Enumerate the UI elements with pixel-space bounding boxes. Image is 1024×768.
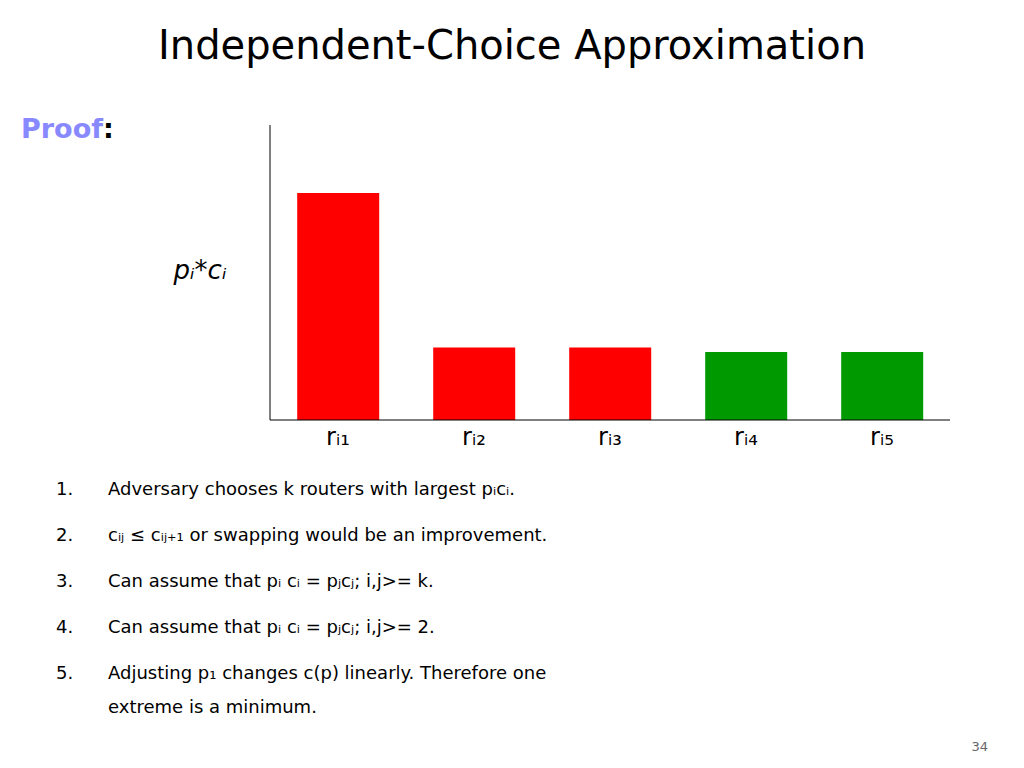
html-text:1.: 1.	[56, 478, 74, 499]
html-text:cᵢⱼ ≤ cᵢⱼ₊₁ or swapping would: cᵢⱼ ≤ cᵢⱼ₊₁ or swapping would be an impr…	[108, 524, 548, 545]
svg-text:rᵢ₃: rᵢ₃	[598, 423, 622, 451]
svg-text:rᵢ₁: rᵢ₁	[326, 423, 350, 451]
html-text:34: 34	[971, 739, 988, 754]
html-text:Proof:: Proof:	[21, 113, 114, 144]
html-text:Adjusting p₁ changes c(p) line: Adjusting p₁ changes c(p) linearly. Ther…	[108, 662, 547, 683]
html-text:pᵢ*cᵢ: pᵢ*cᵢ	[173, 255, 227, 285]
html-text:extreme is a minimum.: extreme is a minimum.	[108, 696, 317, 717]
html-text:Adversary chooses k routers wi: Adversary chooses k routers with largest…	[108, 478, 515, 499]
html-text:4.: 4.	[56, 616, 74, 637]
html-text:Independent-Choice Approximati: Independent-Choice Approximation	[158, 22, 866, 68]
svg-text:rᵢ₅: rᵢ₅	[870, 423, 894, 451]
html-text:2.: 2.	[56, 524, 74, 545]
svg-text:rᵢ₂: rᵢ₂	[462, 423, 486, 451]
html-text:3.: 3.	[56, 570, 74, 591]
html-text:Can assume that pᵢ cᵢ = pⱼcⱼ;: Can assume that pᵢ cᵢ = pⱼcⱼ; i,j>= k.	[108, 570, 434, 591]
html-text:Can assume that pᵢ cᵢ = pⱼcⱼ;: Can assume that pᵢ cᵢ = pⱼcⱼ; i,j>= 2.	[108, 616, 435, 637]
svg-text:rᵢ₄: rᵢ₄	[734, 423, 758, 451]
html-text:5.: 5.	[56, 662, 74, 683]
